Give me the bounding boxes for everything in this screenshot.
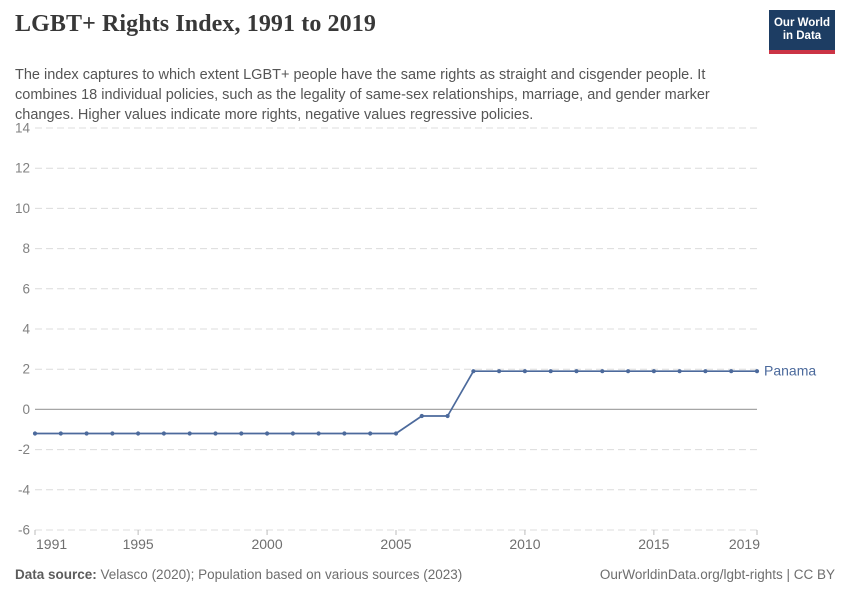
data-point[interactable] [419,413,424,419]
owid-logo-line1: Our World [773,16,830,29]
data-point[interactable] [84,431,89,436]
owid-logo-line2: in Data [782,30,822,42]
y-axis-tick-label: -6 [18,523,30,538]
x-axis-tick-label: 2005 [380,536,411,552]
data-point[interactable] [651,369,657,374]
data-point[interactable] [445,413,450,419]
owid-logo[interactable]: Our World in Data [769,10,835,54]
x-axis-tick-label: 2019 [729,536,760,552]
data-point[interactable] [574,369,579,374]
data-point[interactable] [316,431,321,436]
y-axis-tick-label: -2 [18,442,30,457]
data-point[interactable] [471,369,476,374]
data-point[interactable] [548,369,553,374]
x-axis-tick-label: 2010 [509,536,540,552]
y-axis-tick-label: 0 [22,402,30,417]
data-point[interactable] [368,431,373,436]
data-point[interactable] [136,431,141,436]
data-point[interactable] [187,431,192,436]
data-source-note: Data source: Velasco (2020); Population … [15,567,462,582]
y-axis-tick-label: 2 [22,362,30,377]
entity-label[interactable]: Panama [764,363,816,379]
data-point[interactable] [522,369,528,374]
y-axis-tick-label: 12 [15,161,30,176]
data-point[interactable] [677,369,682,374]
data-point[interactable] [729,369,734,374]
series-line[interactable] [35,370,757,435]
y-axis-tick-label: 14 [15,121,31,136]
data-point[interactable] [32,431,38,436]
data-point[interactable] [58,431,63,436]
data-point[interactable] [213,431,218,436]
y-axis-tick-label: 10 [15,201,30,216]
chart-footer: Data source: Velasco (2020); Population … [15,567,835,582]
data-point[interactable] [703,369,708,374]
y-axis-tick-label: 6 [22,281,30,296]
data-point[interactable] [342,431,347,436]
chart-subtitle: The index captures to which extent LGBT+… [15,67,710,123]
x-axis-tick-label: 1995 [123,536,154,552]
data-point[interactable] [239,431,244,436]
data-source-label: Data source: [15,567,97,582]
data-point[interactable] [110,431,115,436]
page-title: LGBT+ Rights Index, 1991 to 2019 [15,11,376,37]
x-axis-tick-label: 1991 [36,536,67,552]
data-point[interactable] [600,369,605,374]
y-axis-tick-label: 8 [22,241,30,256]
y-axis-tick-label: -4 [18,482,30,497]
credit-link[interactable]: OurWorldinData.org/lgbt-rights | CC BY [599,567,835,582]
data-point[interactable] [754,369,760,374]
x-axis-tick-label: 2000 [251,536,282,552]
y-axis-tick-label: 4 [22,322,30,337]
data-source-text: Velasco (2020); Population based on vari… [96,567,463,582]
data-point[interactable] [497,369,502,374]
x-axis-tick-label: 2015 [638,536,669,552]
data-point[interactable] [626,369,631,374]
data-point[interactable] [265,431,270,436]
data-point[interactable] [161,431,166,436]
data-point[interactable] [290,431,295,436]
data-point[interactable] [393,431,399,436]
